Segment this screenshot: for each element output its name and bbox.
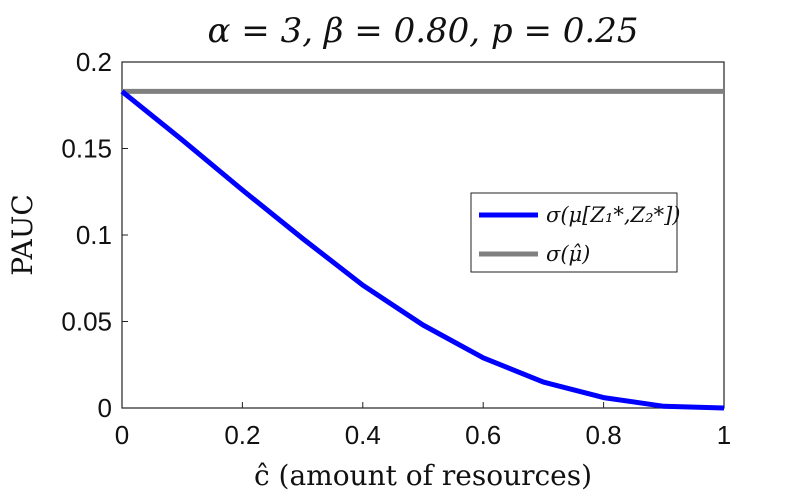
y-tick-label: 0 xyxy=(98,393,112,423)
y-tick-label: 0.2 xyxy=(76,47,112,77)
x-axis: 0 0.2 0.4 0.6 0.8 1 xyxy=(115,402,731,450)
legend-label-series-2: σ(μ̂) xyxy=(546,242,590,266)
y-axis: 0 0.05 0.1 0.15 0.2 xyxy=(61,47,128,423)
series-layer xyxy=(120,88,725,411)
y-tick-label: 0.1 xyxy=(76,220,112,250)
x-tick-label: 0.6 xyxy=(465,420,501,450)
x-tick-label: 0 xyxy=(115,420,129,450)
x-tick-label: 1 xyxy=(717,420,731,450)
chart-title: α = 3, β = 0.80, p = 0.25 xyxy=(208,11,639,51)
legend-box xyxy=(470,192,678,273)
x-tick-label: 0.8 xyxy=(586,420,622,450)
series-line-1 xyxy=(120,89,725,411)
legend-label-series-1: σ(μ[Z₁*,Z₂*]) xyxy=(546,203,680,227)
x-tick-label: 0.2 xyxy=(224,420,260,450)
y-tick-label: 0.05 xyxy=(61,307,112,337)
legend: σ(μ[Z₁*,Z₂*]) σ(μ̂) xyxy=(470,192,680,273)
x-axis-label: ĉ (amount of resources) xyxy=(254,459,592,492)
y-axis-label: PAUC xyxy=(6,194,39,276)
y-tick-label: 0.15 xyxy=(61,134,112,164)
x-tick-label: 0.4 xyxy=(345,420,381,450)
